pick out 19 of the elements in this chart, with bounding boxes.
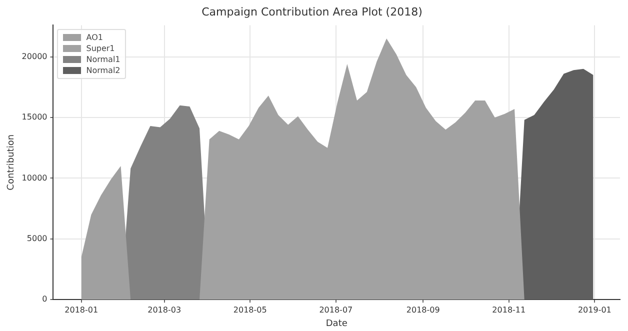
x-axis-title: Date (326, 318, 348, 329)
legend-label: Super1 (86, 44, 115, 54)
x-tick-label: 2018-05 (233, 305, 267, 314)
y-axis-title: Contribution (6, 134, 17, 190)
legend-label: Normal1 (86, 55, 120, 64)
x-tick-label: 2018-11 (492, 305, 526, 314)
chart-title: Campaign Contribution Area Plot (2018) (202, 5, 422, 18)
y-tick-label: 15000 (22, 112, 48, 122)
y-tick-label: 0 (42, 294, 48, 304)
y-tick-label: 10000 (22, 173, 48, 182)
y-tick-label: 20000 (22, 52, 48, 61)
legend-label: Normal2 (86, 66, 120, 76)
x-tick-label: 2018-01 (64, 305, 98, 314)
x-tick-label: 2018-09 (406, 305, 440, 314)
y-tick-label: 5000 (26, 234, 48, 243)
x-tick-label: 2018-07 (319, 305, 353, 314)
x-tick-label: 2019-01 (578, 305, 612, 314)
x-tick-label: 2018-03 (148, 305, 182, 314)
legend-label: AO1 (86, 33, 103, 42)
